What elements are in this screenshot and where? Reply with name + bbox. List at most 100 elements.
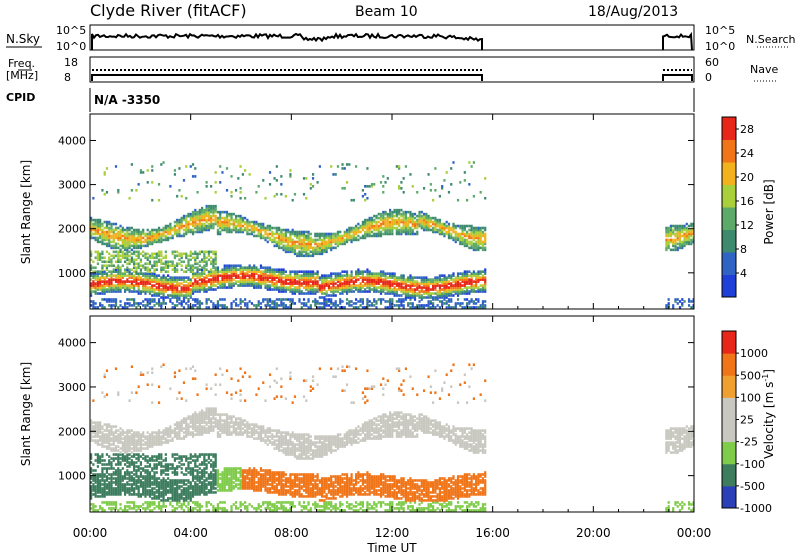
power-cell [230,278,233,281]
power-cell [343,282,346,285]
power-cell [422,214,426,218]
power-cell [234,230,238,234]
power-cell [375,276,378,279]
power-cell [454,234,457,238]
power-cell [475,240,478,244]
nave-tick-bottom: 0 [705,71,712,84]
power-cell [427,226,430,230]
power-cell [400,284,403,287]
power-cell [90,224,93,228]
power-cell [207,214,210,218]
power-cell [318,244,321,248]
power-cell [232,228,235,232]
velocity-cell [92,485,95,488]
power-cell [420,304,423,307]
power-cell [90,222,93,226]
power-cell [162,226,165,230]
power-cell [307,292,310,295]
power-cell [291,298,294,301]
power-cell [212,214,215,218]
velocity-cell [101,477,104,480]
power-cell [377,276,380,279]
power-cell [382,222,385,226]
power-cell [298,270,301,273]
power-cell [105,268,109,271]
power-cell [300,248,303,252]
power-cell [327,232,331,236]
power-cell [114,270,118,273]
power-cell [311,246,315,250]
velocity-cell [105,447,109,450]
power-cell [672,232,675,236]
power-cell [470,228,473,232]
power-cell [216,272,220,275]
power-cell [275,302,278,305]
power-cell [332,240,335,244]
power-cell [130,258,133,262]
power-cell [101,250,104,254]
velocity-cell [144,507,147,510]
power-cell [128,302,131,305]
power-cell [398,212,401,216]
power-cell [309,240,312,244]
power-cell [225,226,229,230]
velocity-cell [110,493,113,496]
power-cell [114,304,118,307]
power-cell [232,272,235,275]
power-cell [114,242,118,246]
power-cell [262,300,265,303]
power-cell [196,218,199,222]
power-cell [275,306,278,309]
power-cell [665,242,668,246]
power-cell [160,268,163,271]
velocity-cell [128,479,131,482]
power-cell [178,298,181,301]
velocity-cell [112,489,115,492]
power-cell [400,220,403,224]
power-cell [318,165,321,168]
power-cell [210,272,213,275]
velocity-cell [121,437,124,440]
power-cell [162,290,165,293]
power-cell [196,214,199,218]
power-cell [375,288,378,291]
power-cell [334,276,337,279]
power-cell [169,232,172,236]
power-cell [438,292,442,295]
velocity-cell [96,439,99,442]
power-cell [128,244,131,248]
power-cell [212,274,215,277]
velocity-cell [139,455,143,458]
power-cell [182,179,186,182]
power-cell [377,232,380,236]
power-cell [162,298,165,301]
power-cell [432,292,435,295]
power-cell [176,300,179,303]
power-cell [157,260,161,264]
power-cell [153,300,156,303]
power-cell [126,252,129,256]
nsky-frame [89,24,695,51]
power-cell [151,256,154,260]
power-cell [248,220,251,224]
power-cell [463,228,466,232]
velocity-cell [114,469,118,472]
power-cell [169,280,172,283]
power-cell [427,292,430,295]
power-cell [262,280,265,283]
power-cell [398,220,401,224]
power-cell [137,302,140,305]
power-cell [287,240,290,244]
velocity-cell [146,505,149,508]
power-cell [221,304,224,307]
power-cell [339,276,342,279]
power-cell [291,250,294,254]
power-cell [336,278,340,281]
power-cell [289,304,292,307]
power-cell [121,252,124,256]
power-cell [121,284,124,287]
power-cell [194,272,197,275]
power-cell [207,286,210,289]
power-cell [302,232,306,236]
power-cell [144,286,147,289]
